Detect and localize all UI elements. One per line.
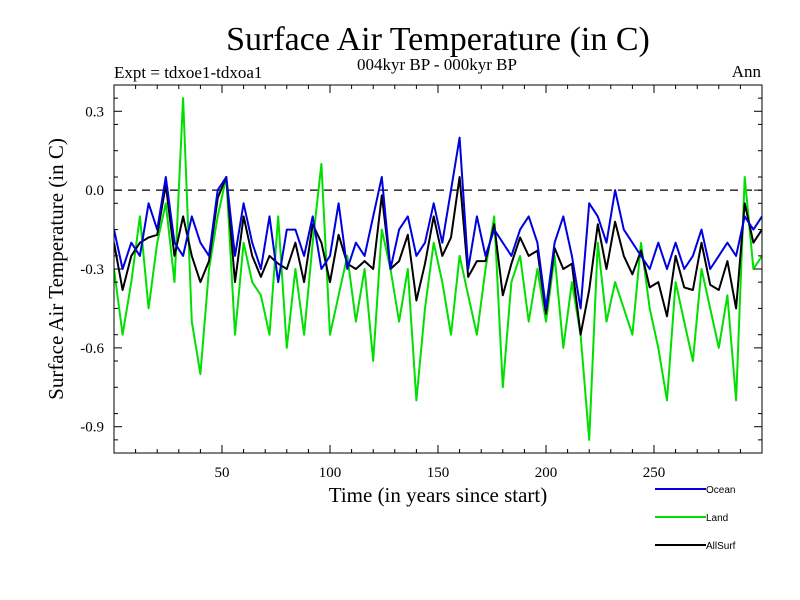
- x-tick-label: 250: [643, 465, 666, 481]
- chart-subtitle-right: Ann: [732, 62, 762, 81]
- legend-label-ocean: Ocean: [706, 485, 735, 496]
- x-tick-label: 200: [535, 465, 558, 481]
- series-line-allsurf: [114, 176, 762, 336]
- legend: Ocean Land AllSurf: [655, 485, 736, 552]
- chart-subtitle-center: 004kyr BP - 000kyr BP: [357, 55, 517, 74]
- y-axis-label: Surface Air Temperature (in C): [44, 138, 68, 400]
- chart-title: Surface Air Temperature (in C): [226, 21, 650, 58]
- axis-ticks: 50 100 150 200 250 0.3 0.0 -0.3 -0.6 -0.9: [80, 85, 762, 481]
- y-tick-label: -0.6: [80, 341, 104, 357]
- series-line-ocean: [114, 136, 762, 310]
- y-tick-label: -0.3: [80, 262, 104, 278]
- x-tick-label: 100: [319, 465, 342, 481]
- legend-label-allsurf: AllSurf: [706, 541, 736, 552]
- y-tick-label: 0.0: [85, 183, 104, 199]
- legend-label-land: Land: [706, 513, 728, 524]
- y-tick-label: -0.9: [80, 420, 104, 436]
- x-axis-label: Time (in years since start): [329, 483, 548, 507]
- chart-subtitle-left: Expt = tdxoe1-tdxoa1: [114, 63, 262, 82]
- x-tick-label: 50: [215, 465, 230, 481]
- series-layer: [114, 97, 762, 441]
- plot-frame: [113, 84, 763, 454]
- x-tick-label: 150: [427, 465, 450, 481]
- y-tick-label: 0.3: [85, 104, 104, 120]
- series-line-land: [114, 97, 762, 441]
